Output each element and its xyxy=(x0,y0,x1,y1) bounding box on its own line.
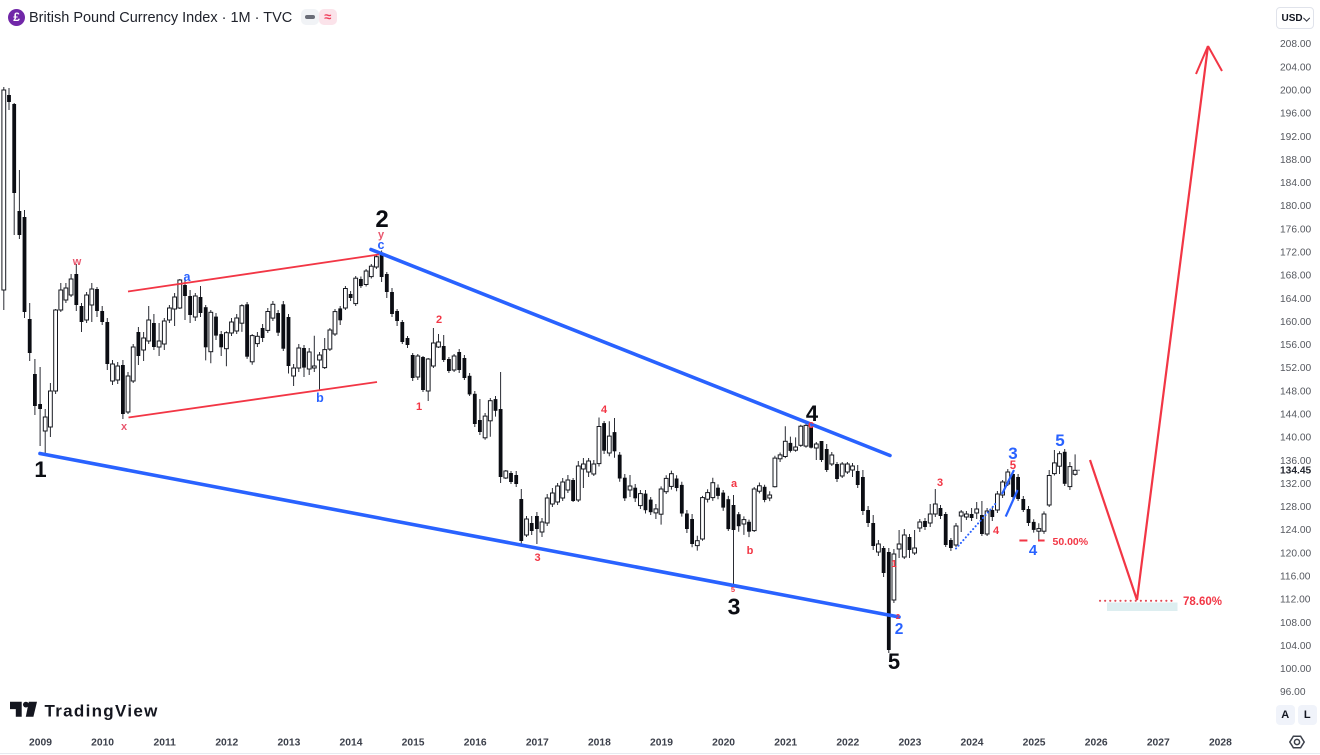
svg-text:w: w xyxy=(72,256,82,268)
svg-text:2013: 2013 xyxy=(277,738,300,749)
svg-text:a: a xyxy=(731,478,738,490)
svg-text:2009: 2009 xyxy=(29,738,52,749)
svg-text:4: 4 xyxy=(993,525,1000,537)
svg-text:96.00: 96.00 xyxy=(1280,687,1306,698)
svg-text:184.00: 184.00 xyxy=(1280,178,1311,189)
svg-text:2: 2 xyxy=(895,621,904,638)
svg-text:188.00: 188.00 xyxy=(1280,155,1311,166)
svg-text:50.00%: 50.00% xyxy=(1053,536,1089,548)
svg-text:2028: 2028 xyxy=(1209,738,1232,749)
svg-text:2024: 2024 xyxy=(961,738,984,749)
svg-text:1: 1 xyxy=(891,559,897,570)
svg-text:204.00: 204.00 xyxy=(1280,62,1311,73)
svg-text:2011: 2011 xyxy=(154,738,177,749)
svg-text:3: 3 xyxy=(1008,444,1017,463)
svg-text:160.00: 160.00 xyxy=(1280,317,1311,328)
svg-text:b: b xyxy=(747,545,754,557)
svg-text:2022: 2022 xyxy=(836,738,859,749)
svg-text:2017: 2017 xyxy=(526,738,549,749)
svg-text:c: c xyxy=(808,419,814,431)
svg-text:2025: 2025 xyxy=(1023,738,1046,749)
svg-text:108.00: 108.00 xyxy=(1280,618,1311,629)
svg-text:c: c xyxy=(378,238,385,252)
svg-text:2027: 2027 xyxy=(1147,738,1170,749)
svg-text:2023: 2023 xyxy=(898,738,921,749)
svg-text:2016: 2016 xyxy=(464,738,487,749)
svg-text:132.00: 132.00 xyxy=(1280,479,1311,490)
svg-text:168.00: 168.00 xyxy=(1280,271,1311,282)
svg-text:2012: 2012 xyxy=(215,738,238,749)
svg-text:a: a xyxy=(184,270,192,284)
svg-text:196.00: 196.00 xyxy=(1280,109,1311,120)
svg-text:2015: 2015 xyxy=(402,738,425,749)
svg-text:2020: 2020 xyxy=(712,738,735,749)
svg-text:4: 4 xyxy=(806,401,819,426)
svg-text:4: 4 xyxy=(1029,542,1038,559)
svg-text:2021: 2021 xyxy=(774,738,797,749)
svg-text:152.00: 152.00 xyxy=(1280,363,1311,374)
svg-text:128.00: 128.00 xyxy=(1280,502,1311,513)
svg-text:136.00: 136.00 xyxy=(1280,456,1311,467)
svg-text:2019: 2019 xyxy=(650,738,673,749)
svg-text:200.00: 200.00 xyxy=(1280,86,1311,97)
svg-text:208.00: 208.00 xyxy=(1280,39,1311,50)
svg-text:2026: 2026 xyxy=(1085,738,1108,749)
svg-text:104.00: 104.00 xyxy=(1280,641,1311,652)
svg-text:2: 2 xyxy=(375,206,388,233)
svg-text:5: 5 xyxy=(731,585,735,594)
svg-text:156.00: 156.00 xyxy=(1280,340,1311,351)
svg-text:120.00: 120.00 xyxy=(1280,548,1311,559)
svg-text:x: x xyxy=(121,421,128,433)
svg-text:TradingView: TradingView xyxy=(45,702,159,721)
svg-text:5: 5 xyxy=(1010,460,1017,472)
svg-text:5: 5 xyxy=(1055,431,1064,450)
svg-text:112.00: 112.00 xyxy=(1280,595,1311,606)
svg-text:100.00: 100.00 xyxy=(1280,664,1311,675)
svg-text:2014: 2014 xyxy=(340,738,363,749)
svg-text:2018: 2018 xyxy=(588,738,611,749)
svg-text:3: 3 xyxy=(534,552,540,564)
svg-text:116.00: 116.00 xyxy=(1280,572,1311,583)
svg-text:180.00: 180.00 xyxy=(1280,201,1311,212)
svg-text:2010: 2010 xyxy=(91,738,114,749)
svg-text:3: 3 xyxy=(937,477,943,489)
svg-text:5: 5 xyxy=(888,649,900,674)
svg-text:1: 1 xyxy=(34,457,46,482)
svg-text:b: b xyxy=(316,391,324,405)
svg-text:1: 1 xyxy=(416,401,422,413)
svg-text:y: y xyxy=(378,229,385,241)
svg-text:124.00: 124.00 xyxy=(1280,525,1311,536)
svg-text:176.00: 176.00 xyxy=(1280,224,1311,235)
svg-text:172.00: 172.00 xyxy=(1280,248,1311,259)
svg-text:134.45: 134.45 xyxy=(1280,465,1311,476)
svg-text:3: 3 xyxy=(728,594,741,620)
svg-text:2: 2 xyxy=(436,314,442,326)
svg-text:2: 2 xyxy=(896,612,900,621)
svg-text:192.00: 192.00 xyxy=(1280,132,1311,143)
svg-text:144.00: 144.00 xyxy=(1280,410,1311,421)
svg-text:164.00: 164.00 xyxy=(1280,294,1311,305)
svg-text:4: 4 xyxy=(601,404,608,416)
svg-text:140.00: 140.00 xyxy=(1280,433,1311,444)
svg-text:78.60%: 78.60% xyxy=(1183,596,1222,608)
svg-text:148.00: 148.00 xyxy=(1280,386,1311,397)
